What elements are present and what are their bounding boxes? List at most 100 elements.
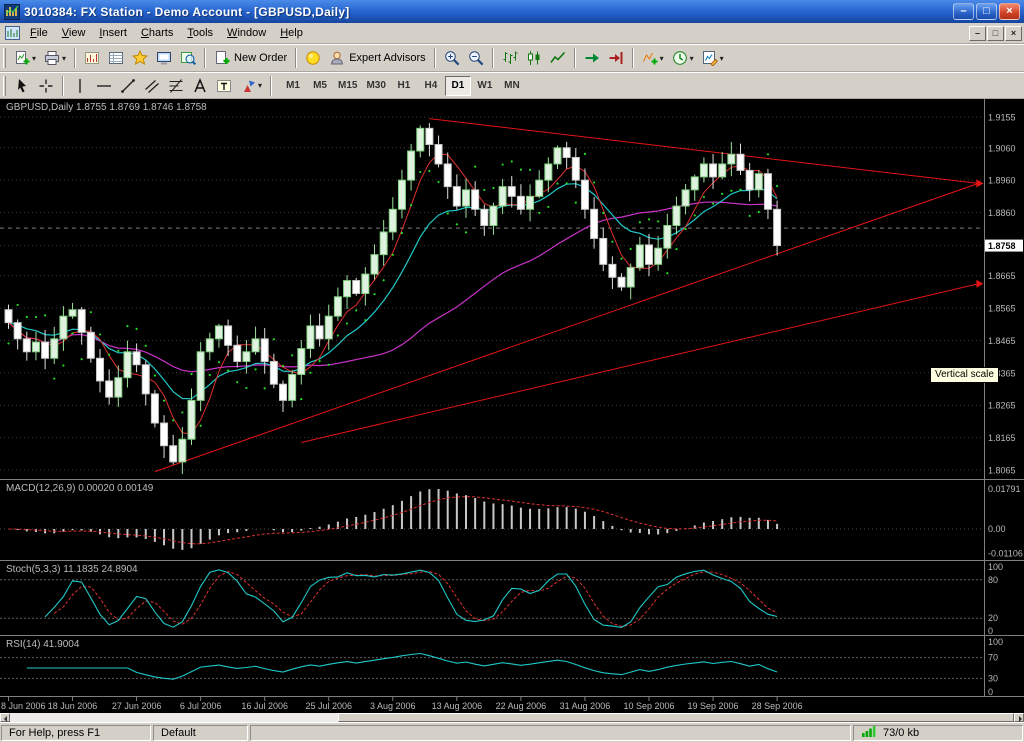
strategy-tester-button[interactable] [176, 47, 200, 70]
print-icon [44, 50, 60, 66]
child-minimize-button[interactable]: – [969, 25, 986, 41]
timeframe-m15-button[interactable]: M15 [334, 75, 362, 96]
timeframe-w1-button[interactable]: W1 [471, 75, 498, 96]
new-order-button[interactable]: New Order [210, 47, 291, 70]
timeframe-m30-button[interactable]: M30 [362, 75, 390, 96]
time-axis[interactable]: 8 Jun 2006 18 Jun 2006 27 Jun 2006 6 Jul 20… [1, 697, 803, 711]
scroll-left-arrow[interactable] [0, 713, 10, 722]
dropdown-arrow-icon: ▾ [659, 53, 664, 63]
print-button[interactable]: ▾ [40, 47, 70, 70]
svg-text:27 Jun 2006: 27 Jun 2006 [112, 701, 162, 711]
close-button[interactable]: × [999, 3, 1020, 20]
trendline-button[interactable] [116, 74, 140, 97]
expert-advisors-button[interactable]: Expert Advisors [325, 47, 429, 70]
toolbar-separator [295, 48, 298, 68]
svg-text:100: 100 [988, 562, 1003, 572]
menu-file[interactable]: File [30, 27, 48, 39]
timeframe-h1-button[interactable]: H1 [390, 75, 417, 96]
menu-view[interactable]: View [61, 27, 86, 39]
scrollbar-thumb[interactable] [338, 713, 1014, 722]
timeframe-m1-button[interactable]: M1 [280, 75, 307, 96]
arrow-objects-button[interactable]: ▾ [236, 74, 266, 97]
svg-text:1.8860: 1.8860 [988, 208, 1016, 218]
svg-text:0.00: 0.00 [988, 524, 1006, 534]
line-chart-mode-button[interactable] [546, 47, 570, 70]
trendline-objects[interactable] [154, 118, 984, 473]
vertical-line-button[interactable] [68, 74, 92, 97]
fibo-icon [168, 78, 184, 94]
zoom-in-button[interactable] [440, 47, 464, 70]
toolbar-grip[interactable] [3, 75, 6, 96]
chart-shift-icon [608, 50, 624, 66]
main-chart-pane[interactable] [0, 116, 984, 474]
bar-chart-mode-button[interactable] [498, 47, 522, 70]
text-label-button[interactable] [212, 74, 236, 97]
channel-icon [144, 78, 160, 94]
app-icon[interactable] [4, 3, 20, 20]
chart-window-icon[interactable] [5, 26, 20, 40]
indicators-button[interactable]: ▾ [638, 47, 668, 70]
timeframe-d1-button[interactable]: D1 [444, 75, 471, 96]
periods-button[interactable]: ▾ [668, 47, 698, 70]
terminal-button[interactable] [152, 47, 176, 70]
rsi-pane[interactable]: 100 70 30 0 [0, 637, 1003, 697]
menu-window[interactable]: Window [227, 27, 267, 39]
dropdown-arrow-icon: ▾ [62, 53, 67, 63]
text-button[interactable] [188, 74, 212, 97]
auto-scroll-button[interactable] [580, 47, 604, 70]
svg-text:22 Aug 2006: 22 Aug 2006 [496, 701, 547, 711]
child-restore-button[interactable]: □ [987, 25, 1004, 41]
svg-text:1.8565: 1.8565 [988, 304, 1016, 314]
stochastic-pane[interactable]: 100 80 20 0 [0, 562, 1003, 636]
horizontal-scrollbar[interactable] [0, 713, 1024, 722]
crosshair-button[interactable] [34, 74, 58, 97]
status-profile[interactable]: Default [153, 724, 248, 741]
fibonacci-retracement-button[interactable] [164, 74, 188, 97]
hline-icon [96, 78, 112, 94]
timeframe-m5-button[interactable]: M5 [307, 75, 334, 96]
metaeditor-icon [305, 50, 321, 66]
svg-text:80: 80 [988, 575, 998, 585]
status-help-text: For Help, press F1 [1, 724, 151, 741]
zoom-out-button[interactable] [464, 47, 488, 70]
symbol-name: GBPUSD,Daily [6, 102, 74, 113]
menu-help[interactable]: Help [280, 27, 303, 39]
metaeditor-button[interactable] [301, 47, 325, 70]
dropdown-arrow-icon: ▾ [32, 53, 37, 63]
market-watch-button[interactable] [80, 47, 104, 70]
chart-shift-button[interactable] [604, 47, 628, 70]
svg-text:25 Jul 2006: 25 Jul 2006 [305, 701, 352, 711]
status-connection: 73/0 kb [853, 724, 1023, 741]
menu-tools[interactable]: Tools [187, 27, 214, 39]
svg-text:1.8465: 1.8465 [988, 336, 1016, 346]
toolbar-grip[interactable] [3, 48, 6, 68]
parabolic-sar-dots [7, 152, 779, 427]
menu-insert[interactable]: Insert [99, 27, 127, 39]
toolbar-separator [204, 48, 207, 68]
toolbar-separator [573, 48, 576, 68]
equidistant-channel-button[interactable] [140, 74, 164, 97]
candlestick-mode-button[interactable] [522, 47, 546, 70]
price-scale[interactable]: 1.9155 1.9060 1.8960 1.8860 1.8758 1.8665 1.85… [985, 113, 1023, 476]
macd-pane[interactable]: 0.01791 0.00 -0.01106 [0, 484, 1023, 559]
chart-area[interactable]: 1.9155 1.9060 1.8960 1.8860 1.8758 1.8665 1.85… [0, 99, 1024, 713]
navigator-button[interactable] [128, 47, 152, 70]
maximize-button[interactable]: □ [976, 3, 997, 20]
timeframe-h4-button[interactable]: H4 [417, 75, 444, 96]
svg-text:1.8960: 1.8960 [988, 176, 1016, 186]
timeframe-mn-button[interactable]: MN [498, 75, 525, 96]
rsi-label: RSI(14) 41.9004 [6, 639, 80, 650]
horizontal-line-button[interactable] [92, 74, 116, 97]
templates-button[interactable]: ▾ [698, 47, 728, 70]
new-chart-button[interactable]: ▾ [10, 47, 40, 70]
toolbar-separator [62, 75, 64, 96]
child-close-button[interactable]: × [1005, 25, 1022, 41]
data-window-button[interactable] [104, 47, 128, 70]
scroll-right-arrow[interactable] [1014, 713, 1024, 722]
svg-text:10 Sep 2006: 10 Sep 2006 [623, 701, 674, 711]
minimize-button[interactable]: – [953, 3, 974, 20]
cursor-button[interactable] [10, 74, 34, 97]
terminal-icon [156, 50, 172, 66]
menu-charts[interactable]: Charts [140, 27, 174, 39]
zoom-out-icon [468, 50, 484, 66]
